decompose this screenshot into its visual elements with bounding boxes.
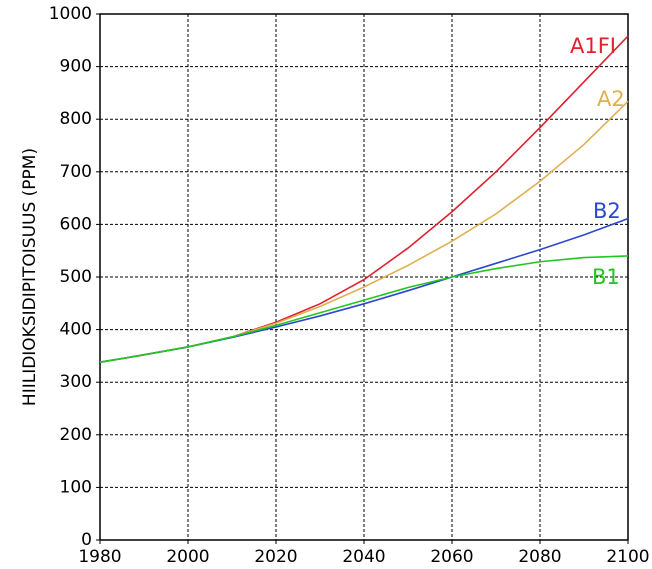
- y-tick-label: 400: [60, 320, 92, 340]
- y-tick-label: 500: [60, 267, 92, 287]
- y-tick-label: 1000: [49, 4, 92, 24]
- y-tick-label: 100: [60, 477, 92, 497]
- series-label: B2: [593, 199, 621, 223]
- series-label: A1FI: [570, 34, 616, 58]
- y-tick-label: 700: [60, 162, 92, 182]
- y-tick-label: 600: [60, 214, 92, 234]
- y-tick-label: 0: [81, 530, 92, 550]
- series-line: [99, 255, 629, 364]
- y-axis-label: HIILIDIOKSIDIPITOISUUS (PPM): [20, 148, 40, 406]
- y-tick-label: 800: [60, 109, 92, 129]
- x-tick-label: 1980: [78, 547, 121, 567]
- x-tick-label: 2020: [254, 547, 297, 567]
- series-label: A2: [597, 87, 625, 111]
- x-tick-label: 2080: [518, 547, 561, 567]
- y-tick-label: 200: [60, 425, 92, 445]
- y-tick-label: 300: [60, 372, 92, 392]
- y-tick-label: 900: [60, 57, 92, 77]
- x-tick-label: 2000: [166, 547, 209, 567]
- series-label: B1: [592, 265, 620, 289]
- x-tick-label: 2100: [606, 547, 649, 567]
- x-tick-label: 2060: [430, 547, 473, 567]
- plot-frame: [99, 13, 629, 541]
- x-tick-label: 2040: [342, 547, 385, 567]
